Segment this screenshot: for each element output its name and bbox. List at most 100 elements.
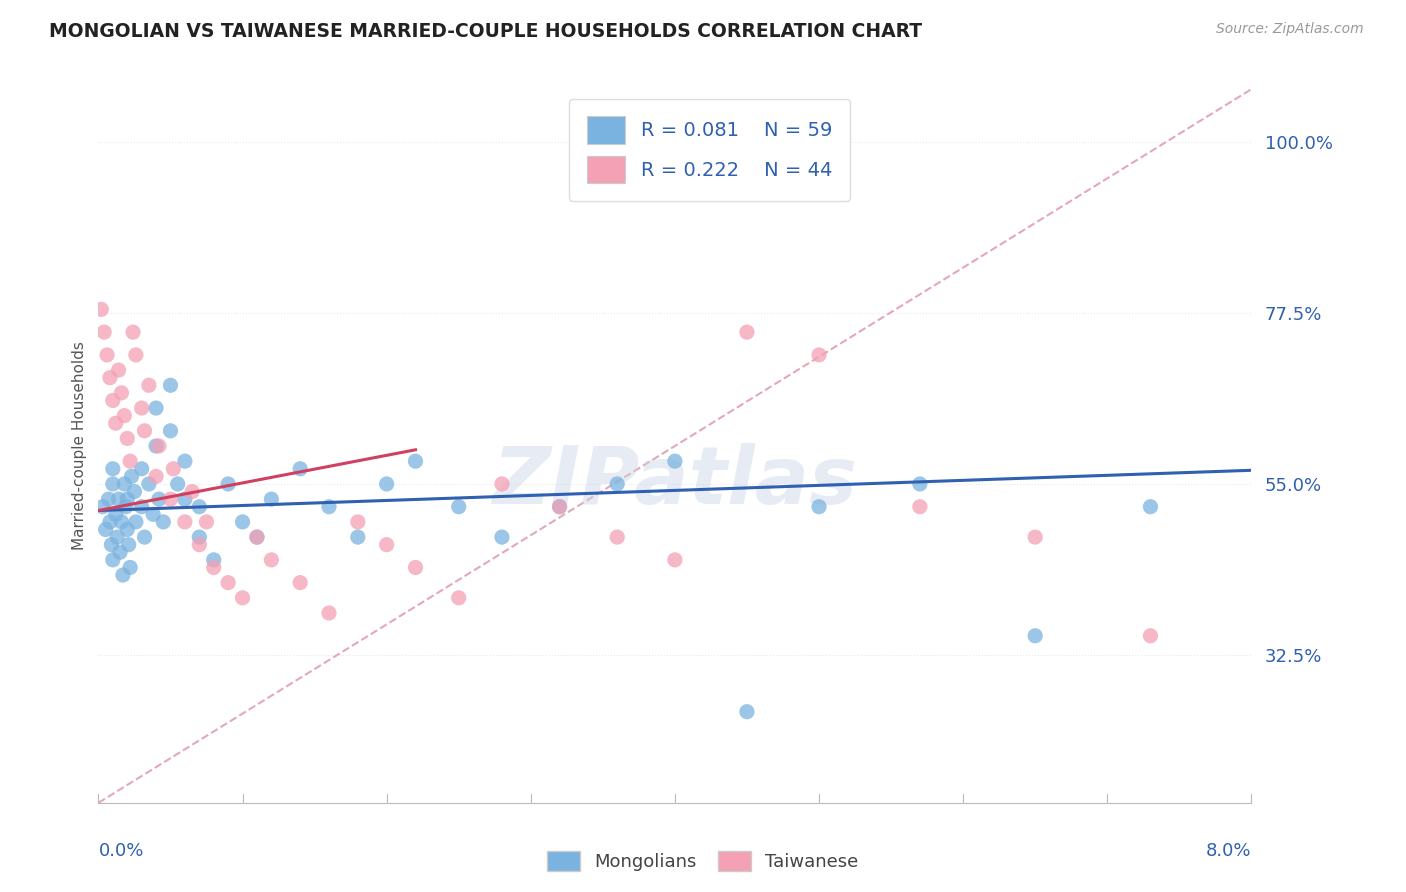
Point (117, 431, 139, 445)
Point (145, 439, 167, 453)
Point (162, 462, 184, 476)
Point (114, 500, 136, 514)
Point (112, 409, 135, 423)
Point (908, 477, 931, 491)
Point (124, 484, 146, 499)
Point (138, 378, 160, 392)
Point (1024, 629, 1046, 643)
Point (107, 363, 129, 377)
Point (125, 515, 148, 529)
Point (174, 454, 197, 468)
Point (808, 348, 831, 362)
Text: Source: ZipAtlas.com: Source: ZipAtlas.com (1216, 22, 1364, 37)
Point (93, 325, 115, 339)
Point (131, 462, 153, 476)
Point (159, 378, 181, 392)
Point (120, 454, 142, 468)
Point (145, 469, 167, 483)
Point (375, 477, 398, 491)
Point (148, 492, 170, 507)
Point (110, 515, 132, 529)
Point (120, 560, 142, 574)
Point (375, 538, 398, 552)
Point (107, 492, 129, 507)
Point (131, 401, 153, 415)
Point (664, 553, 686, 567)
Point (101, 477, 124, 491)
Point (111, 568, 134, 582)
Point (346, 515, 368, 529)
Point (447, 500, 470, 514)
Text: 0.0%: 0.0% (98, 842, 143, 860)
Point (290, 462, 312, 476)
Point (735, 325, 758, 339)
Point (138, 477, 160, 491)
Y-axis label: Married-couple Households: Married-couple Households (72, 342, 87, 550)
Point (606, 477, 628, 491)
Point (246, 530, 269, 544)
Point (808, 500, 831, 514)
Point (91, 500, 114, 514)
Text: MONGOLIAN VS TAIWANESE MARRIED-COUPLE HOUSEHOLDS CORRELATION CHART: MONGOLIAN VS TAIWANESE MARRIED-COUPLE HO… (49, 22, 922, 41)
Point (908, 500, 931, 514)
Point (101, 393, 124, 408)
Point (117, 492, 139, 507)
Point (318, 606, 340, 620)
Point (104, 416, 127, 430)
Point (134, 530, 156, 544)
Point (152, 515, 174, 529)
Legend: R = 0.081    N = 59, R = 0.222    N = 44: R = 0.081 N = 59, R = 0.222 N = 44 (569, 99, 849, 201)
Point (166, 477, 188, 491)
Point (104, 508, 127, 522)
Point (121, 469, 143, 483)
Point (101, 462, 124, 476)
Point (181, 484, 204, 499)
Point (606, 530, 628, 544)
Point (101, 553, 124, 567)
Point (131, 500, 153, 514)
Legend: Mongolians, Taiwanese: Mongolians, Taiwanese (540, 844, 866, 879)
Point (98, 515, 121, 529)
Point (1139, 500, 1161, 514)
Text: 8.0%: 8.0% (1206, 842, 1251, 860)
Point (405, 560, 427, 574)
Point (142, 508, 165, 522)
Point (122, 325, 145, 339)
Point (90, 302, 112, 317)
Point (105, 530, 128, 544)
Point (94, 523, 117, 537)
Point (117, 523, 139, 537)
Point (735, 705, 758, 719)
Point (260, 492, 283, 507)
Point (188, 500, 211, 514)
Point (290, 575, 312, 590)
Point (145, 401, 167, 415)
Point (98, 370, 121, 384)
Point (108, 545, 131, 559)
Point (174, 492, 197, 507)
Point (112, 477, 135, 491)
Point (548, 500, 571, 514)
Point (260, 553, 283, 567)
Point (202, 560, 225, 574)
Point (405, 454, 427, 468)
Point (100, 538, 122, 552)
Point (447, 591, 470, 605)
Point (97, 492, 120, 507)
Point (188, 538, 211, 552)
Point (1024, 530, 1046, 544)
Point (159, 492, 181, 507)
Point (217, 575, 239, 590)
Point (159, 424, 181, 438)
Point (346, 530, 368, 544)
Point (217, 477, 239, 491)
Point (188, 530, 211, 544)
Point (195, 515, 218, 529)
Point (174, 515, 197, 529)
Point (231, 591, 254, 605)
Point (96, 348, 118, 362)
Point (246, 530, 269, 544)
Point (231, 515, 254, 529)
Point (202, 553, 225, 567)
Point (548, 500, 571, 514)
